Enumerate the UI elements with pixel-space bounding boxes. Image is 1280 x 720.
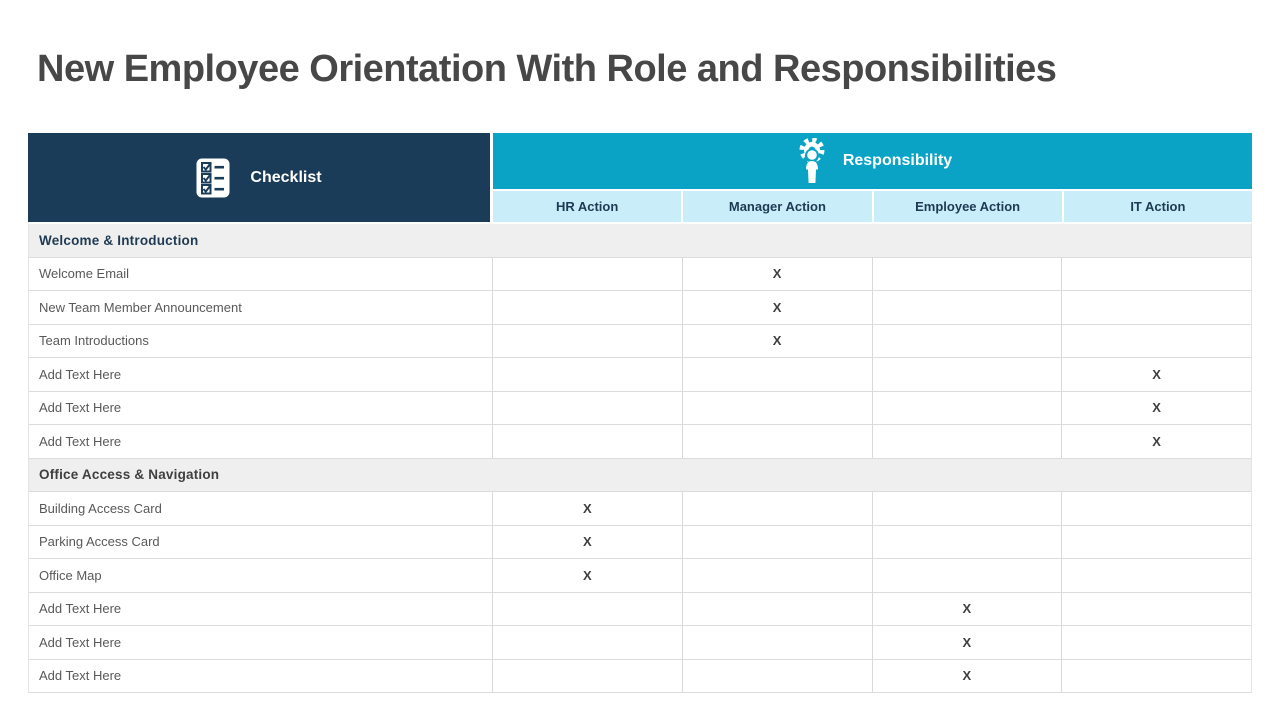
mark-cell-x: X (1152, 366, 1161, 382)
mark-cell-empty (493, 358, 683, 391)
checklist-item-label: Building Access Card (29, 492, 493, 525)
responsibility-columns: Responsibility HR Action Manager Action … (493, 133, 1252, 222)
mark-cell-x: X (873, 626, 1063, 659)
mark-cell-empty (873, 358, 1063, 391)
table-row: Parking Access Card X (29, 525, 1251, 559)
mark-cell-empty (683, 559, 873, 592)
mark-cell-empty (1062, 258, 1251, 291)
table-row: Add Text Here X (29, 592, 1251, 626)
column-header-hr-action: HR Action (493, 191, 684, 222)
mark-cell-empty (1062, 660, 1251, 693)
checklist-header: Checklist (28, 133, 493, 222)
mark-cell-empty (1062, 492, 1251, 525)
checklist-item-label: Add Text Here (29, 358, 493, 391)
checklist-item-label: Add Text Here (29, 425, 493, 458)
table-row: Welcome Email X (29, 257, 1251, 291)
table-body: Welcome & Introduction Welcome Email X New … (28, 222, 1252, 693)
mark-cell-empty (493, 425, 683, 458)
mark-cell-empty (873, 391, 1063, 424)
checklist-item-label: New Team Member Announcement (29, 291, 493, 324)
checklist-header-label: Checklist (250, 168, 322, 186)
column-header-it-action: IT Action (1063, 191, 1252, 222)
mark-cell-x: X (683, 324, 873, 357)
table-row: Add Text Here X (29, 659, 1251, 693)
mark-cell-empty (683, 626, 873, 659)
mark-cell-empty (1062, 325, 1251, 358)
mark-cell-x: X (493, 492, 683, 525)
table-row: Team Introductions X (29, 324, 1251, 358)
table-row: Add Text Here X (29, 425, 1251, 459)
mark-cell-x: X (493, 525, 683, 558)
section-row: Welcome & Introduction (29, 224, 1251, 258)
responsibility-header-label: Responsibility (842, 152, 953, 169)
mark-cell-empty (493, 324, 683, 357)
section-title: Welcome & Introduction (39, 232, 199, 248)
mark-cell-empty (873, 324, 1063, 357)
mark-cell-x: X (1152, 400, 1161, 416)
mark-cell-empty (873, 291, 1063, 324)
mark-cell-empty (873, 257, 1063, 290)
mark-cell-empty (873, 559, 1063, 592)
table-row: Office Map X (29, 559, 1251, 593)
section-row: Office Access & Navigation (29, 458, 1251, 492)
mark-cell-empty (1062, 559, 1251, 592)
mark-cell-x: X (1152, 433, 1161, 449)
section-title: Office Access & Navigation (39, 467, 220, 483)
mark-cell-x: X (683, 257, 873, 290)
mark-cell-empty (683, 592, 873, 625)
action-subheader-row: HR Action Manager Action Employee Action… (493, 189, 1252, 222)
mark-cell-empty (683, 391, 873, 424)
checklist-item-label: Parking Access Card (29, 525, 493, 558)
page-title: New Employee Orientation With Role and R… (37, 48, 1057, 90)
mark-cell-empty (683, 525, 873, 558)
mark-cell-empty (493, 391, 683, 424)
checklist-item-label: Welcome Email (29, 257, 493, 290)
mark-cell-empty (493, 257, 683, 290)
mark-cell-empty (493, 626, 683, 659)
mark-cell-empty (683, 358, 873, 391)
mark-cell-empty (873, 425, 1063, 458)
mark-cell-empty (873, 525, 1063, 558)
checklist-item-label: Add Text Here (29, 626, 493, 659)
table-row: New Team Member Announcement X (29, 291, 1251, 325)
mark-cell-empty (683, 492, 873, 525)
table-row: Add Text Here X (29, 626, 1251, 660)
mark-cell-empty (493, 592, 683, 625)
checklist-item-label: Office Map (29, 559, 493, 592)
mark-cell-empty (1062, 593, 1251, 626)
column-header-manager-action: Manager Action (683, 191, 874, 222)
orientation-table: Checklist (28, 133, 1252, 693)
checklist-item-label: Add Text Here (29, 391, 493, 424)
mark-cell-empty (683, 425, 873, 458)
person-gear-icon (793, 138, 831, 184)
table-row: Add Text Here X (29, 358, 1251, 392)
mark-cell-empty (683, 659, 873, 692)
table-row: Building Access Card X (29, 492, 1251, 526)
mark-cell-empty (1062, 291, 1251, 324)
mark-cell-x: X (683, 291, 873, 324)
checklist-item-label: Add Text Here (29, 592, 493, 625)
mark-cell-empty (1062, 626, 1251, 659)
checklist-item-label: Add Text Here (29, 659, 493, 692)
mark-cell-x: X (873, 659, 1063, 692)
table-row: Add Text Here X (29, 391, 1251, 425)
mark-cell-x: X (493, 559, 683, 592)
responsibility-header: Responsibility (493, 133, 1252, 189)
mark-cell-empty (873, 492, 1063, 525)
mark-cell-empty (493, 291, 683, 324)
table-header: Checklist (28, 133, 1252, 222)
mark-cell-x: X (873, 592, 1063, 625)
column-header-employee-action: Employee Action (873, 191, 1064, 222)
checklist-item-label: Team Introductions (29, 324, 493, 357)
checklist-icon (196, 158, 230, 198)
mark-cell-empty (493, 659, 683, 692)
mark-cell-empty (1062, 526, 1251, 559)
